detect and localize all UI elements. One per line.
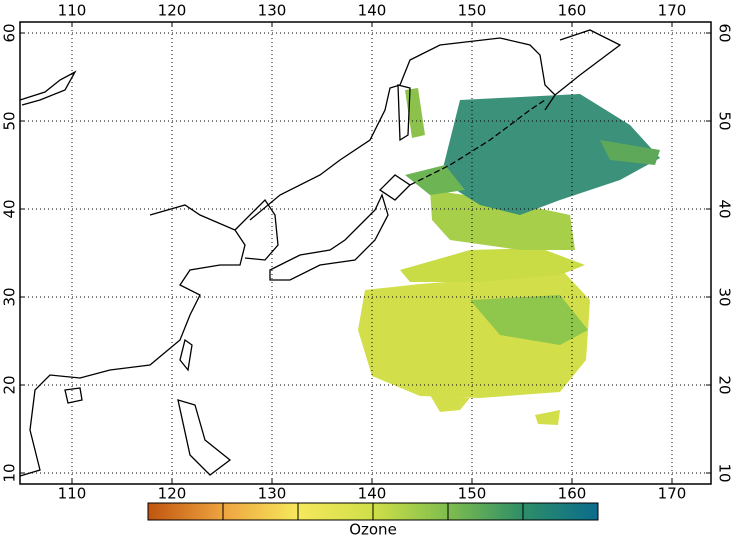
map-frame [19,21,712,485]
colorbar-label: Ozone [349,521,397,539]
ozone-swath [358,88,660,425]
x-tick-label: 150 [458,485,487,503]
y-tick-label: 10 [716,463,734,482]
y-tick-label: 40 [1,199,19,218]
x-tick-label: 110 [58,485,87,503]
x-tick-label: 120 [158,2,187,20]
colorbar-dividers [222,503,524,520]
x-tick-label: 130 [258,485,287,503]
y-tick-label: 20 [1,375,19,394]
coastlines [19,29,622,477]
x-tick-label: 150 [458,2,487,20]
x-tick-label: 120 [158,485,187,503]
y-tick-label: 50 [1,111,19,130]
x-tick-label: 140 [358,2,387,20]
x-tick-label: 140 [358,485,387,503]
x-tick-label: 130 [258,2,287,20]
y-tick-label: 50 [716,111,734,130]
y-tick-label: 60 [1,23,19,42]
y-tick-label: 30 [716,287,734,306]
y-tick-label: 40 [716,199,734,218]
x-tick-label: 160 [558,485,587,503]
x-tick-label: 170 [658,485,687,503]
y-tick-label: 60 [716,23,734,42]
x-tick-label: 110 [58,2,87,20]
x-tick-label: 170 [658,2,687,20]
x-tick-label: 160 [558,2,587,20]
y-tick-label: 10 [1,463,19,482]
y-tick-label: 20 [716,375,734,394]
y-tick-label: 30 [1,287,19,306]
